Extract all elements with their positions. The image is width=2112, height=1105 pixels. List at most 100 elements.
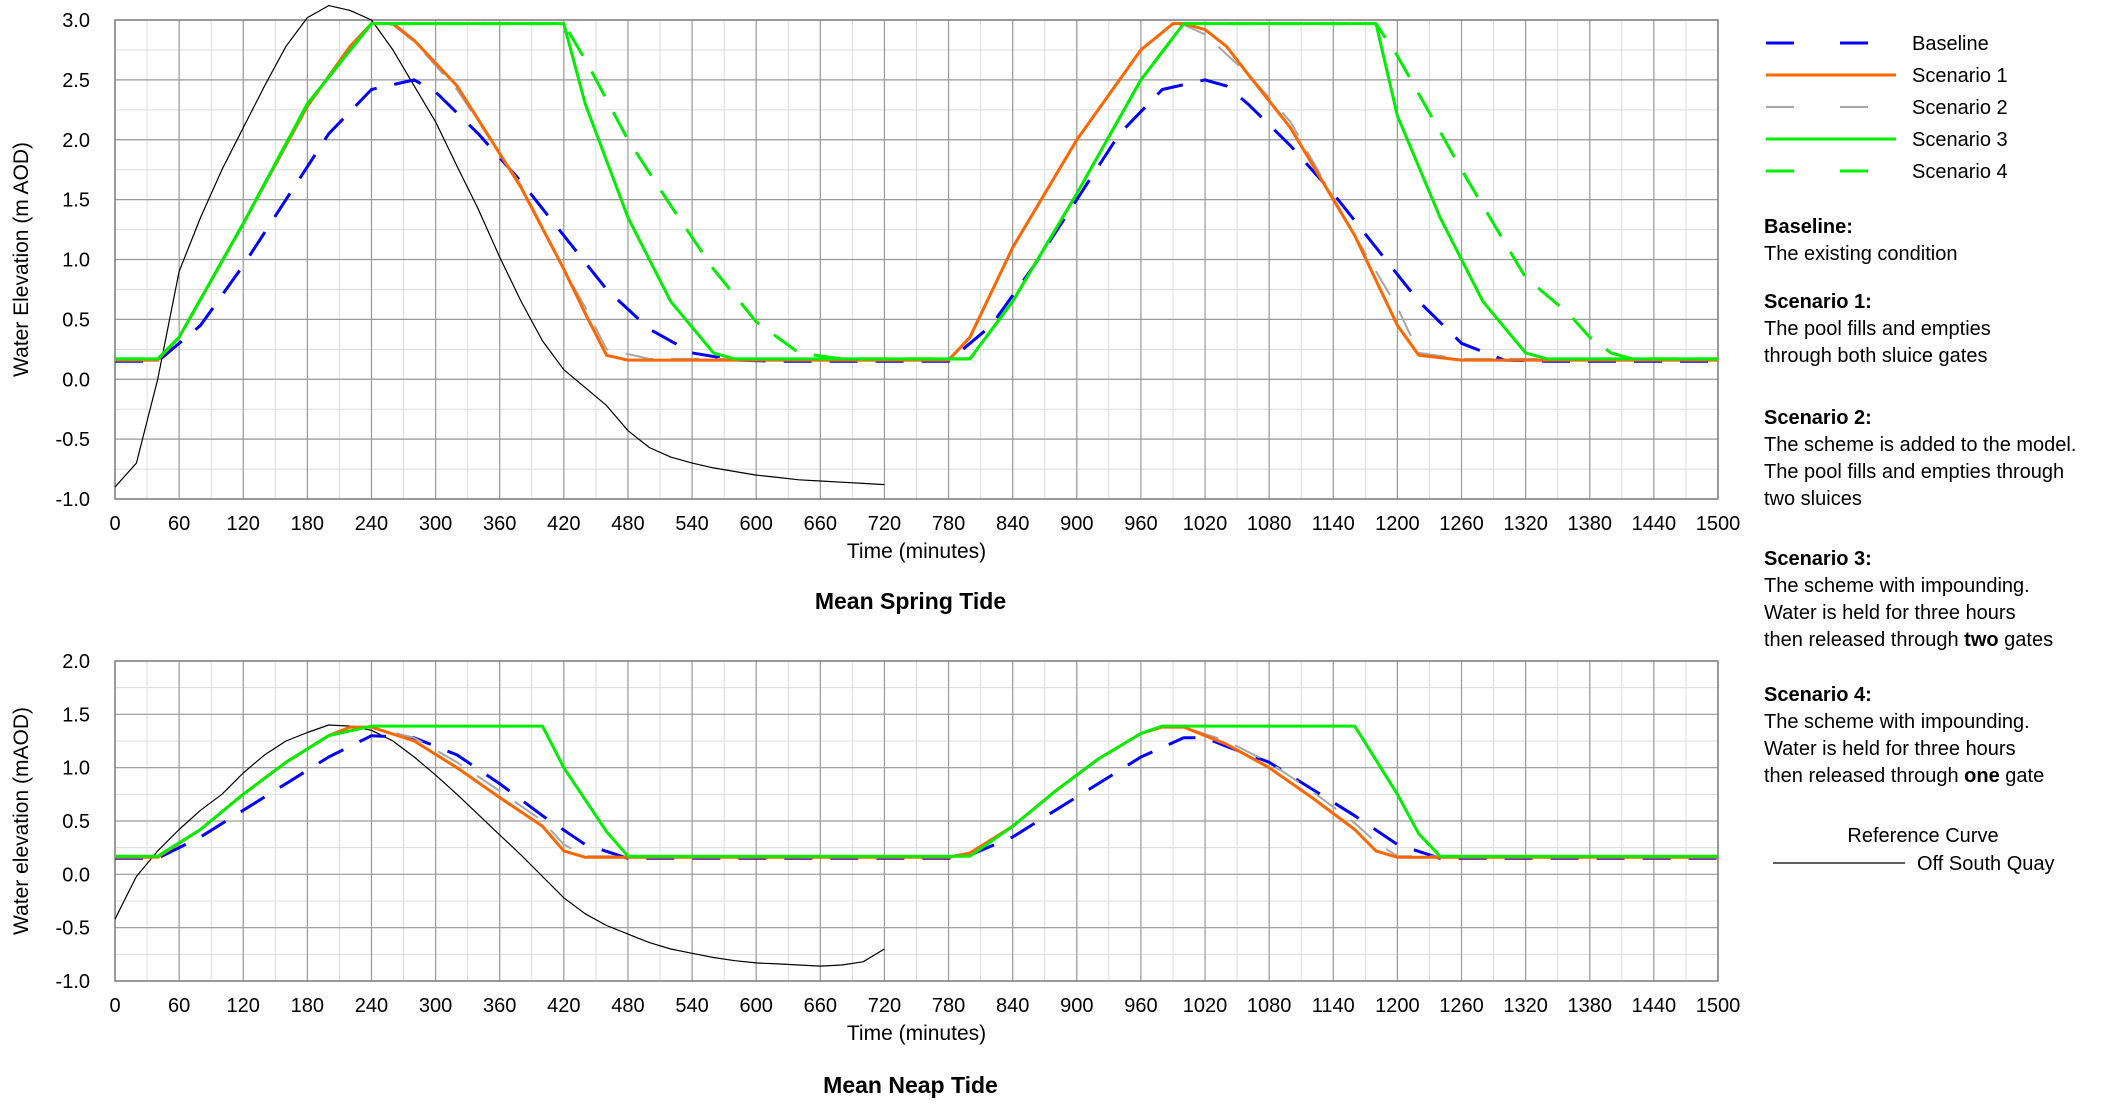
x-tick-label: 480: [611, 995, 644, 1017]
plot-frame: [114, 660, 1719, 982]
x-tick-label: 540: [675, 995, 708, 1017]
x-tick-label: 840: [996, 513, 1029, 535]
x-tick-label: 60: [168, 513, 190, 535]
series-line-scenario3: [115, 724, 1718, 858]
note-line: The scheme is added to the model.: [1764, 434, 2076, 456]
x-tick-label: 1380: [1568, 995, 1613, 1017]
y-tick-label: 1.5: [62, 704, 90, 726]
legend-label-scenario4: Scenario 4: [1912, 161, 2008, 183]
note-line: The pool fills and empties: [1764, 318, 1991, 340]
y-tick-label: 0.5: [62, 309, 90, 331]
legend: Baseline Scenario 1 Scenario 2 Scenario 3 Sc…: [1764, 33, 2076, 875]
plot-frame: [114, 19, 1719, 500]
x-tick-label: 900: [1060, 995, 1093, 1017]
x-tick-label: 120: [227, 995, 260, 1017]
x-tick-label: 1140: [1312, 995, 1355, 1017]
x-tick-label: 1380: [1568, 513, 1613, 535]
y-tick-label: 0.0: [62, 864, 90, 886]
x-tick-label: 60: [168, 995, 190, 1017]
x-tick-label: 780: [932, 995, 965, 1017]
x-tick-label: 720: [868, 513, 901, 535]
x-tick-label: 960: [1124, 995, 1157, 1017]
x-tick-label: 1200: [1375, 995, 1420, 1017]
y-tick-label: 2.0: [62, 651, 90, 673]
y-tick-label: -0.5: [56, 429, 90, 451]
x-tick-label: 960: [1124, 513, 1157, 535]
x-tick-label: 1080: [1247, 995, 1292, 1017]
x-tick-label: 900: [1060, 513, 1093, 535]
legend-label-scenario3: Scenario 3: [1912, 129, 2008, 151]
y-tick-label: 2.5: [62, 70, 90, 92]
note-heading: Scenario 1:: [1764, 291, 1872, 313]
legend-label-reference: Off South Quay: [1917, 853, 2055, 875]
note-line: The existing condition: [1764, 243, 1957, 265]
x-tick-label: 660: [804, 513, 837, 535]
legend-label-scenario1: Scenario 1: [1912, 65, 2008, 87]
x-tick-label: 720: [868, 995, 901, 1017]
x-tick-label: 300: [419, 513, 452, 535]
note-line: The scheme with impounding.: [1764, 575, 2030, 597]
chart-title: Mean Neap Tide: [823, 1072, 998, 1098]
note-line: then released through one gate: [1764, 765, 2044, 787]
x-tick-label: 1140: [1312, 513, 1355, 535]
note-line: then released through two gates: [1764, 629, 2053, 651]
y-tick-label: 2.0: [62, 130, 90, 152]
series-line-reference: [114, 4, 885, 488]
x-tick-label: 1080: [1247, 513, 1292, 535]
y-tick-label: 1.0: [62, 250, 90, 272]
x-axis-label: Time (minutes): [847, 1022, 986, 1045]
note-heading: Scenario 2:: [1764, 407, 1872, 429]
x-tick-label: 360: [483, 513, 516, 535]
x-tick-label: 180: [291, 513, 324, 535]
note-line: Water is held for three hours: [1764, 602, 2016, 624]
x-axis-label: Time (minutes): [847, 540, 986, 563]
legend-label-scenario2: Scenario 2: [1912, 97, 2008, 119]
series-line-reference: [114, 724, 885, 967]
note-heading: Scenario 3:: [1764, 548, 1872, 570]
x-tick-label: 1500: [1696, 513, 1741, 535]
legend-label-baseline: Baseline: [1912, 33, 1989, 55]
x-tick-label: 600: [740, 995, 773, 1017]
x-tick-label: 180: [291, 995, 324, 1017]
x-tick-label: 780: [932, 513, 965, 535]
spring-tide-chart: 0 60 120 180 240 300 360 420 480 540 600 660 720 780 8…: [10, 4, 1741, 614]
note-line: through both sluice gates: [1764, 345, 1988, 367]
x-tick-label: 420: [547, 513, 580, 535]
x-tick-label: 1320: [1503, 995, 1548, 1017]
x-tick-label: 1500: [1696, 995, 1741, 1017]
x-tick-label: 1020: [1183, 513, 1228, 535]
note-line: Water is held for three hours: [1764, 738, 2016, 760]
x-tick-label: 660: [804, 995, 837, 1017]
x-tick-label: 840: [996, 995, 1029, 1017]
note-heading: Baseline:: [1764, 216, 1853, 238]
y-tick-label: 3.0: [62, 10, 90, 32]
x-tick-label: 540: [675, 513, 708, 535]
neap-tide-chart: 0 60 120 180 240 300 360 420 480 540 600 660 720 780 8…: [10, 651, 1740, 1098]
x-tick-label: 300: [419, 995, 452, 1017]
reference-curve-title: Reference Curve: [1847, 825, 1998, 847]
y-tick-label: 0.0: [62, 369, 90, 391]
note-heading: Scenario 4:: [1764, 684, 1872, 706]
x-tick-label: 0: [109, 995, 120, 1017]
y-tick-label: 0.5: [62, 811, 90, 833]
x-tick-label: 360: [483, 995, 516, 1017]
x-tick-label: 1440: [1632, 513, 1677, 535]
x-tick-label: 1260: [1439, 513, 1484, 535]
y-tick-label: 1.0: [62, 758, 90, 780]
note-line: The scheme with impounding.: [1764, 711, 2030, 733]
y-axis-label: Water elevation (mAOD): [10, 707, 33, 935]
x-tick-label: 1320: [1503, 513, 1548, 535]
x-tick-label: 1020: [1183, 995, 1228, 1017]
chart-title: Mean Spring Tide: [815, 588, 1006, 614]
x-tick-label: 420: [547, 995, 580, 1017]
x-tick-label: 1260: [1439, 995, 1484, 1017]
x-tick-label: 240: [355, 995, 388, 1017]
x-tick-label: 120: [227, 513, 260, 535]
y-axis-label: Water Elevation (m AOD): [10, 142, 33, 377]
x-tick-label: 0: [109, 513, 120, 535]
note-line: two sluices: [1764, 488, 1862, 510]
x-tick-label: 600: [740, 513, 773, 535]
x-tick-label: 1200: [1375, 513, 1420, 535]
x-tick-label: 1440: [1632, 995, 1677, 1017]
